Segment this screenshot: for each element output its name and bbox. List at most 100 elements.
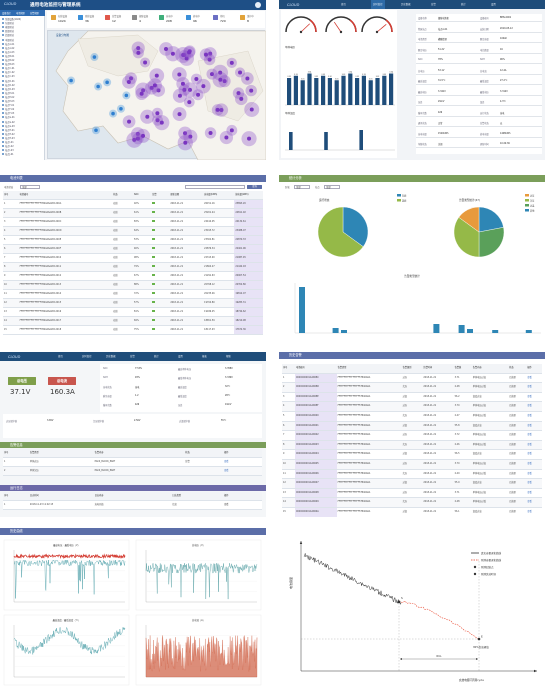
table-row[interactable]: 2 FFFFFFFFFFFFFFFFF7B40A6A2D1200B 在线 61% 201… [3,208,263,218]
p4-filter-select-2[interactable]: 全部 [324,184,340,189]
tree-item[interactable]: 站点I-02 [2,145,14,149]
tree-item[interactable]: 站点D-03 [2,87,15,92]
tree-item[interactable]: 站点D-02 [2,83,15,88]
tree-item[interactable]: 站点H-03 [2,136,15,141]
table-row[interactable]: 9 0000000001A4D694 FFFFFFFFFFFFFFFFFF7B40A… [282,449,542,460]
tree-item[interactable]: 西部区域 [2,30,14,34]
tree-item[interactable]: 站点G-03 [2,124,15,129]
column-header[interactable]: 序号 [3,492,29,501]
column-header[interactable]: 电池编号 [295,364,337,374]
column-header[interactable]: 日志类型 [171,492,224,501]
table-row[interactable]: 2 0000000001A4D68D FFFFFFFFFFFFFFFFFF7B40A… [282,382,542,393]
tree-item[interactable]: 站点J-01 [2,153,14,157]
table-row[interactable]: 1 FFFFFFFFFFFFFFFFF7B40A6A2D1200A 在线 92% 201… [3,199,263,209]
tree-item[interactable]: 站点A-03 [2,50,14,55]
tree-item[interactable]: 站点I-03 [2,149,14,153]
tree-item[interactable]: 站点B-02 [2,59,14,63]
tree-item[interactable]: 站点C-03 [2,75,14,79]
tree-item[interactable]: 站点E-02 [2,95,14,100]
column-header[interactable]: 充电量(kWh) [203,191,235,200]
column-header[interactable]: 告警内容 [471,364,509,374]
tree-item[interactable]: 站点C-01 [2,67,14,71]
table-row[interactable]: 9 FFFFFFFFFFFFFFFFF7B40A6A2D12012 在线 67% 201… [3,271,263,281]
table-row[interactable]: 10 0000000001A4D695 FFFFFFFFFFFFFFFFFF7B40… [282,459,542,470]
nav-item-1[interactable]: 实时监控 [371,0,385,9]
table-row[interactable]: 1 单体过压 PACK_BLOCK_PART 告警 查看 [3,457,262,467]
p1-map[interactable]: 设备分布图 [47,30,266,160]
tree-item[interactable]: 站点E-03 [2,100,14,104]
table-row[interactable]: 12 0000000001A4D697 FFFFFFFFFFFFFFFFFF7B40… [282,478,542,489]
p1-tab-1[interactable]: 电池管理 [16,12,25,16]
nav-item-4[interactable]: 统计 [461,3,466,6]
tree-item[interactable]: 站点F-03 [2,112,14,116]
table-row[interactable]: 5 0000000001A4D690 FFFFFFFFFFFFFFFFFF7B40A… [282,411,542,422]
column-header[interactable]: 序号 [3,449,29,458]
tree-item[interactable]: 站点H-02 [2,132,15,137]
p5-total-current-button[interactable]: 总电流 [48,377,76,385]
tree-item[interactable]: 站点B-03 [2,63,14,67]
table-row[interactable]: 3 FFFFFFFFFFFFFFFFF7B40A6A2D1200C 在线 83% 201… [3,217,263,227]
tree-item[interactable]: 中部区域 [2,38,14,43]
table-row[interactable]: 7 FFFFFFFFFFFFFFFFF7B40A6A2D12010 在线 98% 201… [3,253,263,263]
column-header[interactable]: 告警值 [453,364,472,374]
nav-item-7[interactable]: 帮助 [226,355,231,358]
tree-item[interactable]: 北部区域 [2,34,14,38]
tree-item[interactable]: 站点E-01 [2,91,14,96]
p1-tab-0[interactable]: 设备监控 [2,12,11,16]
column-header[interactable]: 状态 [508,364,527,374]
column-header[interactable]: 告警类型 [336,364,402,374]
column-header[interactable]: 电池编号 [18,191,113,200]
table-row[interactable]: 7 0000000001A4D692 FFFFFFFFFFFFFFFFFF7B40A… [282,430,542,441]
tree-item[interactable]: 东部区域 [2,22,14,26]
table-row[interactable]: 5 FFFFFFFFFFFFFFFFF7B40A6A2D1200E 在线 53% 201… [3,235,263,245]
nav-item-2[interactable]: 历史数据 [106,355,116,358]
column-header[interactable]: 日志时间 [28,492,94,501]
nav-item-5[interactable]: 设置 [491,3,496,6]
column-header[interactable]: 放电量(kWh) [234,191,263,200]
tree-item[interactable]: 全部设备(1024) [2,18,21,22]
p4-filter-select-1[interactable]: 全部 [294,184,310,189]
column-header[interactable]: 序号 [3,191,19,200]
table-row[interactable]: 8 FFFFFFFFFFFFFFFFF7B40A6A2D12011 在线 79% 201… [3,262,263,272]
tree-item[interactable]: 站点C-02 [2,71,14,75]
table-row[interactable]: 4 0000000001A4D68F FFFFFFFFFFFFFFFFFF7B40A… [282,401,542,412]
column-header[interactable]: 告警 [151,191,170,200]
tree-item[interactable]: 站点H-01 [2,128,15,133]
nav-item-4[interactable]: 统计 [154,355,159,358]
table-row[interactable]: 13 0000000001A4D698 FFFFFFFFFFFFFFFFFF7B40… [282,488,542,499]
table-row[interactable]: 1 2018-11-23 11:02:15 充电开始 信息 查看 [3,500,262,510]
table-row[interactable]: 14 FFFFFFFFFFFFFFFFF7B40A6A2D12017 在线 69% 20… [3,316,263,326]
nav-item-3[interactable]: 告警 [130,355,135,358]
table-row[interactable]: 1 0000000001A4D68C FFFFFFFFFFFFFFFFFF7B40A… [282,373,542,384]
tree-item[interactable]: 站点A-02 [2,46,14,51]
nav-item-3[interactable]: 告警 [431,3,436,6]
table-row[interactable]: 6 FFFFFFFFFFFFFFFFF7B40A6A2D1200F 在线 46% 201… [3,244,263,254]
column-header[interactable]: 告警级别 [401,364,423,374]
column-header[interactable]: 告警类型 [28,449,94,458]
tree-item[interactable]: 站点D-01 [2,79,15,84]
column-header[interactable]: 告警时间 [422,364,454,374]
column-header[interactable]: 序号 [282,364,295,374]
column-header[interactable]: 状态 [112,191,133,200]
table-row[interactable]: 8 0000000001A4D693 FFFFFFFFFFFFFFFFFF7B40A… [282,440,542,451]
p1-tab-2[interactable]: 告警管理 [30,12,39,16]
table-row[interactable]: 15 0000000001A4D69A FFFFFFFFFFFFFFFFFF7B40… [282,507,542,517]
table-row[interactable]: 15 FFFFFFFFFFFFFFFFF7B40A6A2D12018 在线 75% 20… [3,325,263,335]
tree-item[interactable]: 南部区域 [2,26,14,30]
table-row[interactable]: 10 FFFFFFFFFFFFFFFFF7B40A6A2D12013 在线 88% 20… [3,280,263,290]
nav-item-0[interactable]: 首页 [58,355,63,358]
column-header[interactable]: 操作 [223,449,262,458]
tree-item[interactable]: 站点B-01 [2,54,14,59]
nav-item-2[interactable]: 历史数据 [401,3,411,6]
tree-item[interactable]: 站点G-01 [2,116,15,120]
table-row[interactable]: 14 0000000001A4D699 FFFFFFFFFFFFFFFFFF7B40… [282,497,542,508]
nav-item-6[interactable]: 报表 [202,355,207,358]
tree-item[interactable]: 站点F-01 [2,104,14,108]
column-header[interactable]: 操作 [223,492,262,501]
tree-item[interactable]: 站点A-01 [2,42,14,47]
table-row[interactable]: 6 0000000001A4D691 FFFFFFFFFFFFFFFFFF7B40A… [282,421,542,432]
p3-filter-select[interactable]: 全部 [20,184,40,189]
p3-search-input[interactable] [185,184,245,189]
user-icon[interactable] [255,2,261,8]
p5-total-voltage-button[interactable]: 总电压 [8,377,36,385]
